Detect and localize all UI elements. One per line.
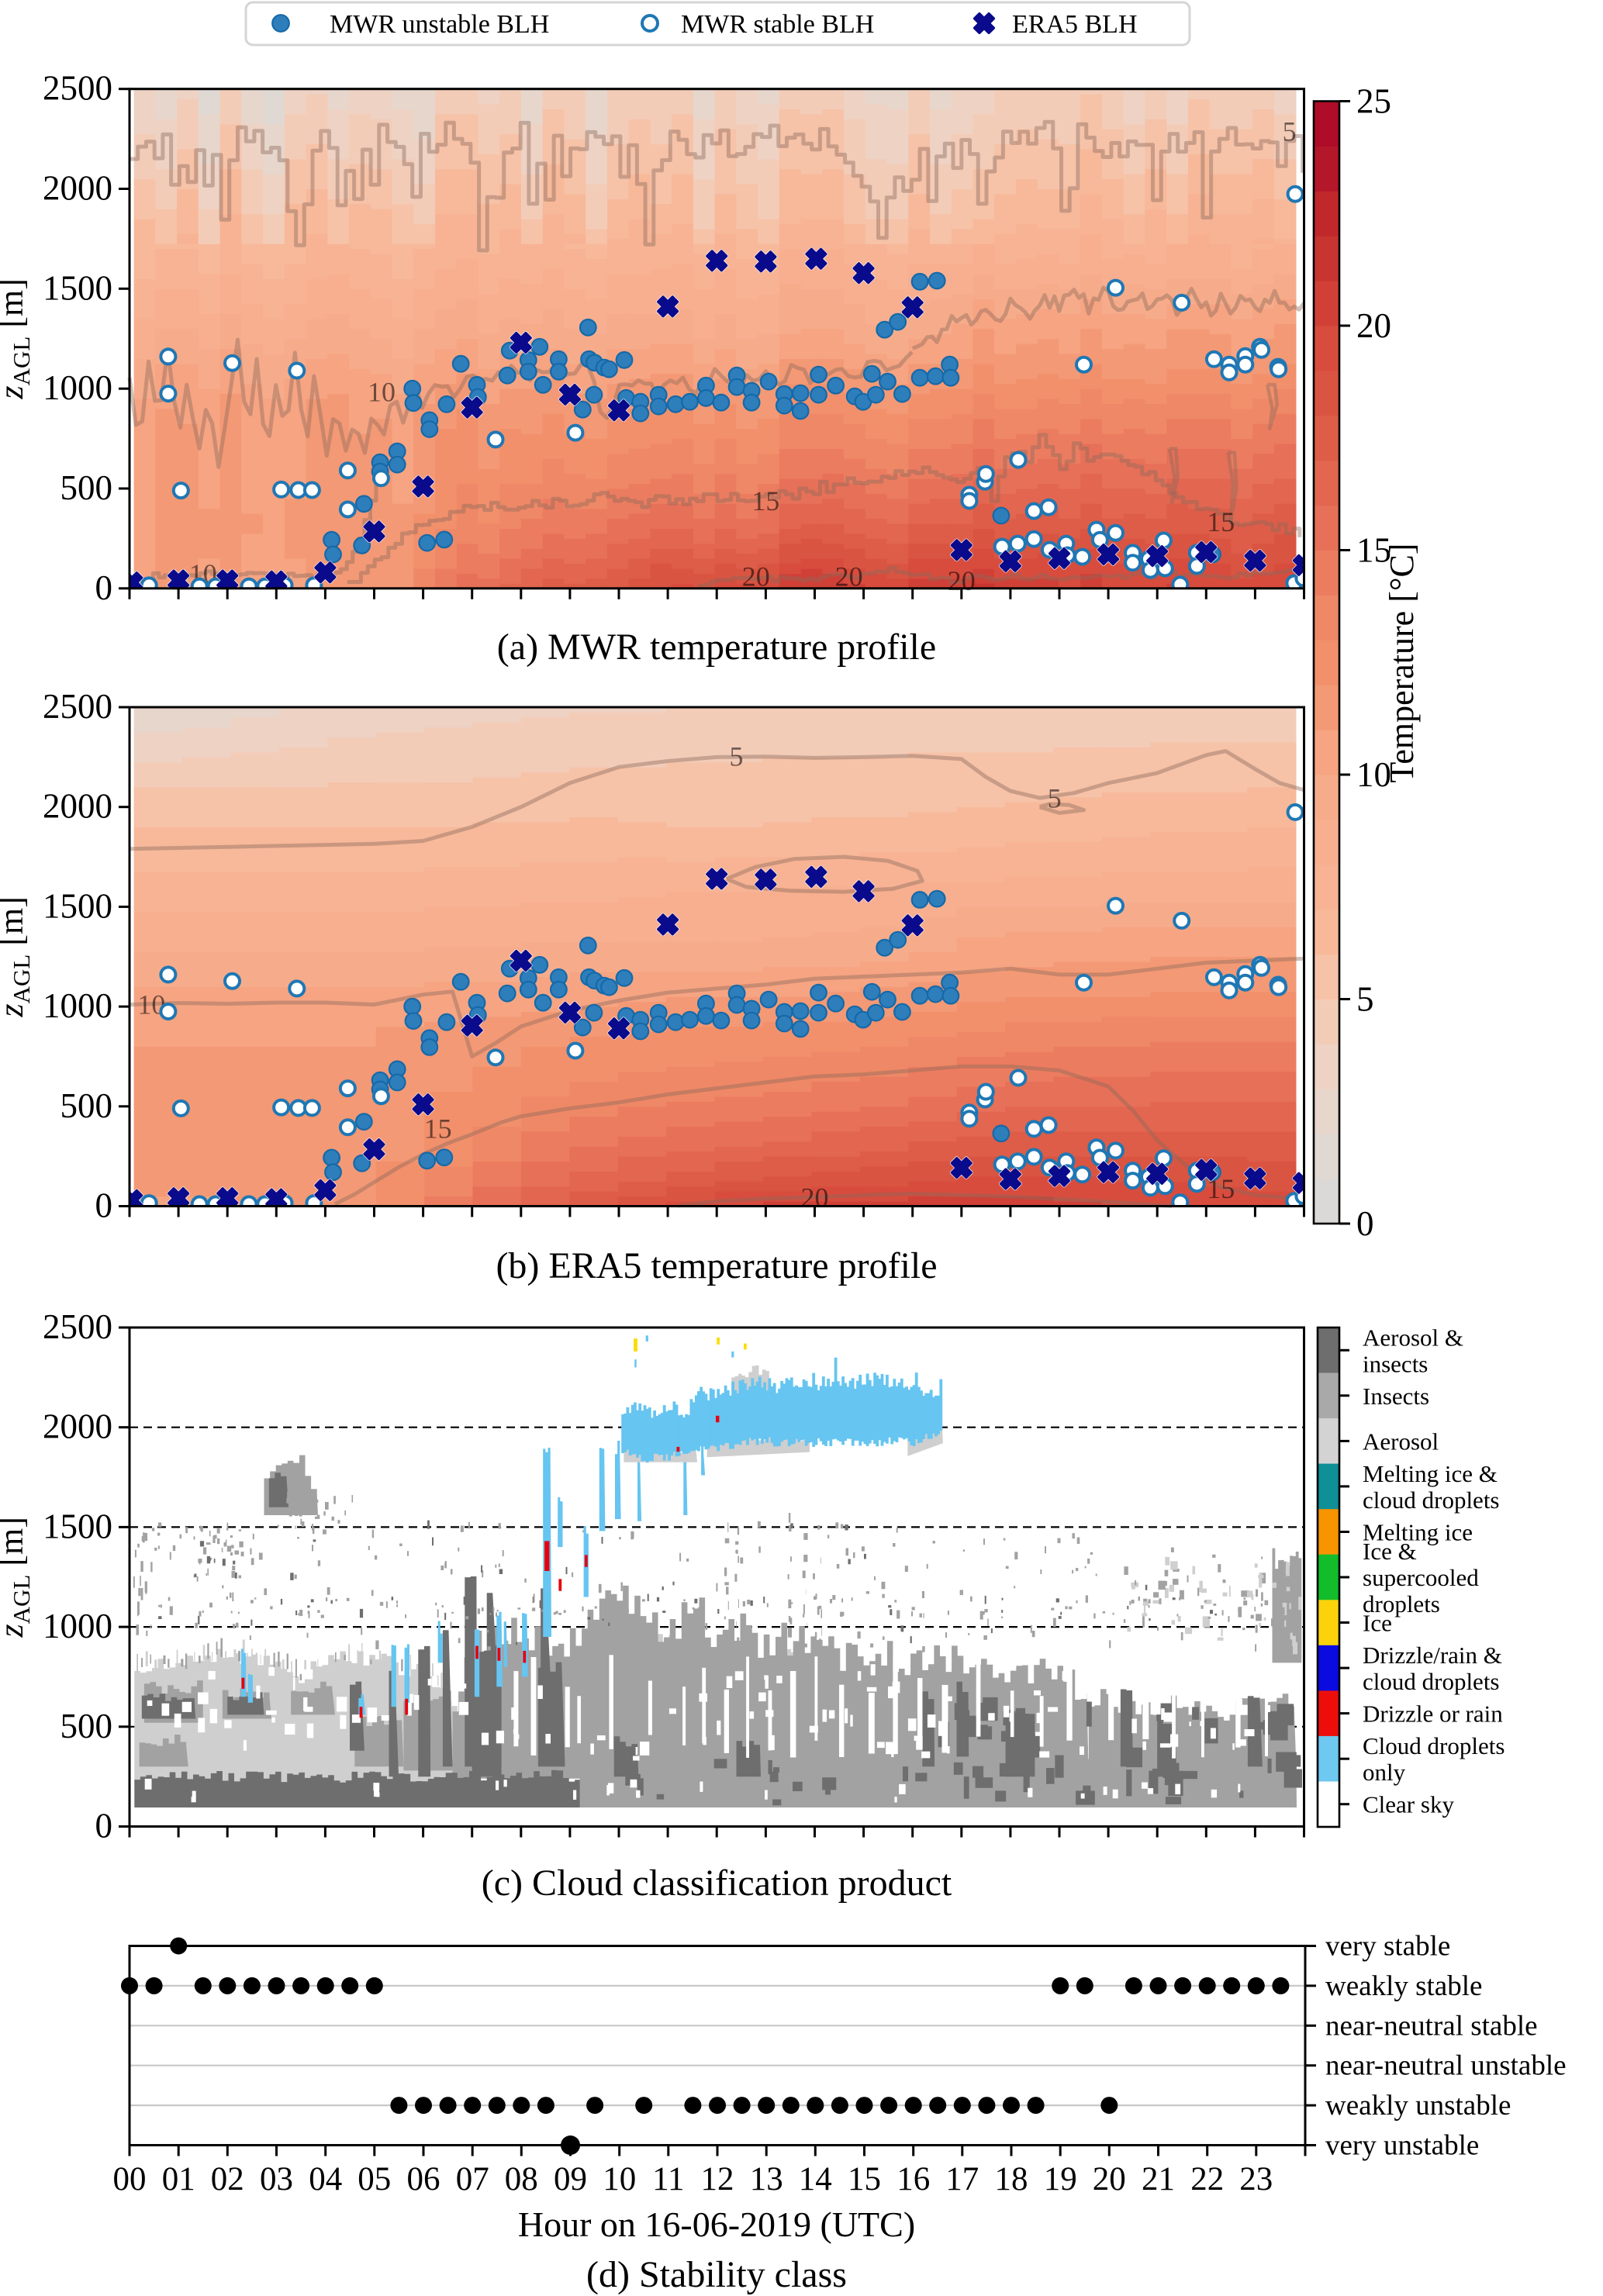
svg-text:1500: 1500 bbox=[43, 886, 112, 925]
svg-text:12: 12 bbox=[701, 2161, 734, 2198]
svg-text:19: 19 bbox=[1044, 2161, 1077, 2198]
svg-text:zAGL [m]: zAGL [m] bbox=[0, 1517, 35, 1638]
svg-text:0: 0 bbox=[95, 568, 113, 607]
svg-text:06: 06 bbox=[407, 2161, 440, 2198]
svg-text:08: 08 bbox=[505, 2161, 538, 2198]
svg-text:weakly unstable: weakly unstable bbox=[1325, 2090, 1511, 2122]
svg-text:2000: 2000 bbox=[43, 169, 112, 208]
svg-text:1000: 1000 bbox=[43, 986, 112, 1025]
svg-text:04: 04 bbox=[309, 2161, 342, 2198]
svg-text:09: 09 bbox=[554, 2161, 587, 2198]
svg-text:very stable: very stable bbox=[1325, 1931, 1450, 1963]
svg-text:0: 0 bbox=[1356, 1204, 1374, 1243]
svg-text:Melting ice: Melting ice bbox=[1363, 1519, 1473, 1546]
svg-text:insects: insects bbox=[1363, 1350, 1428, 1377]
svg-text:near-neutral unstable: near-neutral unstable bbox=[1325, 2050, 1567, 2082]
svg-text:10: 10 bbox=[603, 2161, 636, 2198]
svg-text:1500: 1500 bbox=[43, 1507, 112, 1545]
svg-text:Ice &: Ice & bbox=[1363, 1538, 1417, 1565]
svg-text:17: 17 bbox=[945, 2161, 979, 2198]
svg-text:Clear sky: Clear sky bbox=[1363, 1791, 1454, 1818]
svg-text:2500: 2500 bbox=[43, 687, 112, 726]
svg-text:20: 20 bbox=[742, 561, 770, 592]
svg-text:5: 5 bbox=[1048, 783, 1062, 814]
svg-text:zAGL [m]: zAGL [m] bbox=[0, 278, 35, 399]
svg-text:5: 5 bbox=[1283, 116, 1297, 147]
svg-text:15: 15 bbox=[1356, 531, 1391, 570]
svg-text:(d) Stability class: (d) Stability class bbox=[586, 2254, 847, 2295]
svg-text:13: 13 bbox=[750, 2161, 783, 2198]
svg-text:14: 14 bbox=[799, 2161, 832, 2198]
svg-text:18: 18 bbox=[995, 2161, 1028, 2198]
svg-text:23: 23 bbox=[1239, 2161, 1273, 2198]
svg-text:2500: 2500 bbox=[43, 69, 112, 108]
svg-text:10: 10 bbox=[1356, 755, 1391, 794]
svg-text:10: 10 bbox=[368, 377, 396, 408]
svg-text:MWR stable BLH: MWR stable BLH bbox=[681, 10, 874, 39]
svg-text:Aerosol: Aerosol bbox=[1363, 1428, 1439, 1455]
svg-text:2000: 2000 bbox=[43, 1407, 112, 1446]
svg-text:near-neutral stable: near-neutral stable bbox=[1325, 2010, 1538, 2042]
svg-text:(a) MWR temperature profile: (a) MWR temperature profile bbox=[497, 627, 936, 668]
svg-text:Melting ice &: Melting ice & bbox=[1363, 1460, 1498, 1487]
svg-text:1500: 1500 bbox=[43, 268, 112, 307]
svg-text:supercooled: supercooled bbox=[1363, 1564, 1479, 1591]
svg-text:2500: 2500 bbox=[43, 1307, 112, 1346]
svg-text:Cloud droplets: Cloud droplets bbox=[1363, 1732, 1505, 1759]
svg-text:Temperature [°C]: Temperature [°C] bbox=[1383, 544, 1421, 783]
svg-text:20: 20 bbox=[1356, 306, 1391, 345]
svg-text:20: 20 bbox=[1093, 2161, 1126, 2198]
svg-text:ERA5 BLH: ERA5 BLH bbox=[1012, 10, 1138, 39]
svg-text:0: 0 bbox=[95, 1807, 113, 1845]
svg-text:Drizzle or rain: Drizzle or rain bbox=[1363, 1700, 1503, 1728]
svg-text:15: 15 bbox=[424, 1113, 452, 1145]
svg-text:07: 07 bbox=[456, 2161, 489, 2198]
svg-text:very unstable: very unstable bbox=[1325, 2130, 1479, 2162]
svg-text:15: 15 bbox=[848, 2161, 881, 2198]
svg-text:15: 15 bbox=[751, 485, 779, 516]
svg-text:(b) ERA5 temperature profile: (b) ERA5 temperature profile bbox=[496, 1245, 937, 1286]
svg-text:25: 25 bbox=[1356, 82, 1391, 121]
svg-text:Insects: Insects bbox=[1363, 1383, 1429, 1410]
svg-text:500: 500 bbox=[60, 1086, 113, 1125]
svg-text:20: 20 bbox=[835, 561, 863, 592]
svg-text:Aerosol &: Aerosol & bbox=[1363, 1324, 1463, 1351]
svg-text:5: 5 bbox=[1356, 980, 1374, 1019]
svg-text:03: 03 bbox=[260, 2161, 293, 2198]
svg-text:02: 02 bbox=[211, 2161, 244, 2198]
svg-text:1000: 1000 bbox=[43, 368, 112, 407]
svg-text:11: 11 bbox=[652, 2161, 684, 2198]
svg-text:Hour on 16-06-2019 (UTC): Hour on 16-06-2019 (UTC) bbox=[518, 2205, 915, 2244]
svg-text:Drizzle/rain &: Drizzle/rain & bbox=[1363, 1642, 1502, 1669]
svg-text:cloud droplets: cloud droplets bbox=[1363, 1486, 1500, 1514]
svg-text:05: 05 bbox=[358, 2161, 391, 2198]
svg-text:MWR unstable BLH: MWR unstable BLH bbox=[330, 10, 549, 39]
svg-text:Ice: Ice bbox=[1363, 1610, 1392, 1637]
svg-text:weakly stable: weakly stable bbox=[1325, 1970, 1482, 2002]
svg-text:only: only bbox=[1363, 1759, 1406, 1786]
svg-text:15: 15 bbox=[1207, 506, 1235, 537]
svg-text:droplets: droplets bbox=[1363, 1590, 1440, 1618]
svg-text:500: 500 bbox=[60, 1707, 113, 1745]
svg-text:0: 0 bbox=[95, 1186, 113, 1225]
svg-text:5: 5 bbox=[730, 741, 744, 772]
svg-text:16: 16 bbox=[897, 2161, 930, 2198]
svg-text:(c) Cloud classification produ: (c) Cloud classification product bbox=[482, 1863, 952, 1904]
svg-text:cloud droplets: cloud droplets bbox=[1363, 1668, 1500, 1695]
svg-text:500: 500 bbox=[60, 468, 113, 507]
svg-text:22: 22 bbox=[1190, 2161, 1224, 2198]
svg-text:21: 21 bbox=[1142, 2161, 1175, 2198]
svg-text:01: 01 bbox=[162, 2161, 195, 2198]
svg-text:00: 00 bbox=[113, 2161, 147, 2198]
svg-text:1000: 1000 bbox=[43, 1607, 112, 1645]
svg-text:2000: 2000 bbox=[43, 787, 112, 826]
svg-text:zAGL [m]: zAGL [m] bbox=[0, 896, 35, 1017]
